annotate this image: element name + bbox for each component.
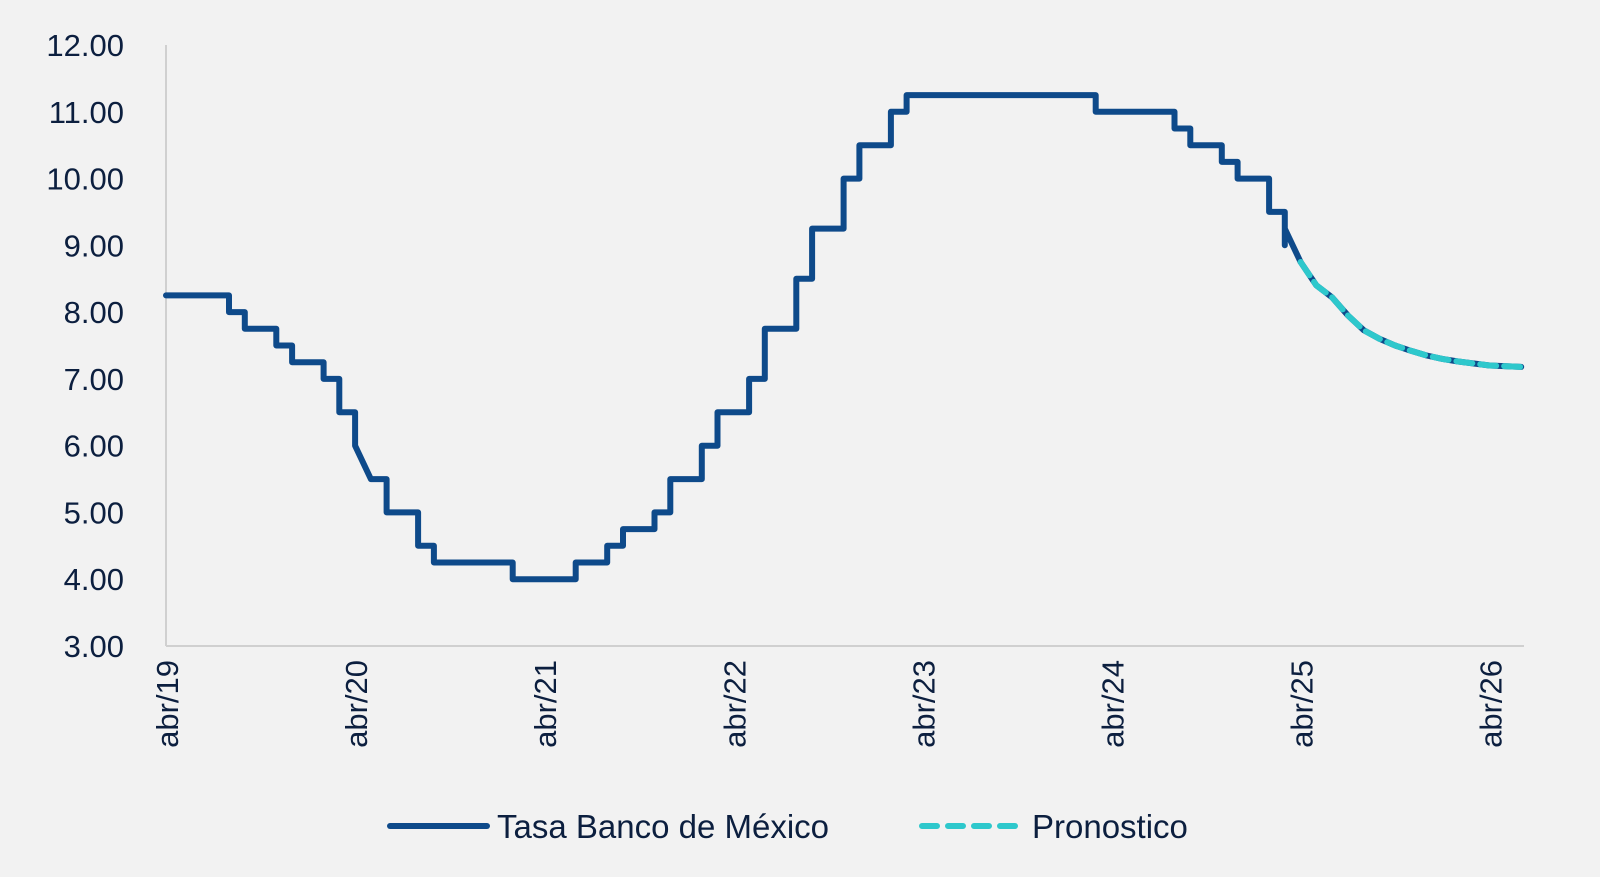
x-tick-label: abr/22	[717, 660, 752, 748]
y-tick-label: 6.00	[64, 429, 124, 464]
y-tick-label: 10.00	[46, 162, 124, 197]
x-tick-label: abr/20	[339, 660, 374, 748]
x-tick-label: abr/26	[1474, 660, 1509, 748]
x-tick-label: abr/21	[528, 660, 563, 748]
y-tick-label: 5.00	[64, 495, 124, 530]
legend-item-tasa[interactable]: Tasa Banco de México	[387, 808, 829, 845]
y-tick-label: 4.00	[64, 562, 124, 597]
y-tick-label: 8.00	[64, 295, 124, 330]
series-line-pronostico	[1297, 259, 1525, 370]
series-line-tasa	[163, 92, 1304, 583]
x-tick-label: abr/25	[1285, 660, 1320, 748]
y-tick-label: 7.00	[64, 362, 124, 397]
legend-label-pronostico: Pronostico	[1032, 808, 1188, 845]
x-tick-label: abr/23	[906, 660, 941, 748]
x-axis: abr/19 abr/20 abr/21 abr/22 abr/23 abr/24 abr/…	[150, 645, 1524, 748]
legend-item-pronostico[interactable]: Pronostico	[919, 808, 1188, 845]
x-tick-label: abr/24	[1096, 660, 1131, 748]
y-tick-label: 11.00	[49, 95, 124, 130]
y-tick-label: 9.00	[64, 228, 124, 263]
y-axis: 12.00 11.00 10.00 9.00 8.00 7.00 6.00 5.00 4.00 3…	[46, 28, 167, 664]
x-tick-label: abr/19	[150, 660, 185, 748]
y-tick-label: 3.00	[64, 629, 124, 664]
plot-area	[163, 92, 1525, 583]
y-tick-label: 12.00	[46, 28, 124, 63]
legend-label-tasa: Tasa Banco de México	[497, 808, 829, 845]
legend: Tasa Banco de México Pronostico	[387, 808, 1188, 845]
